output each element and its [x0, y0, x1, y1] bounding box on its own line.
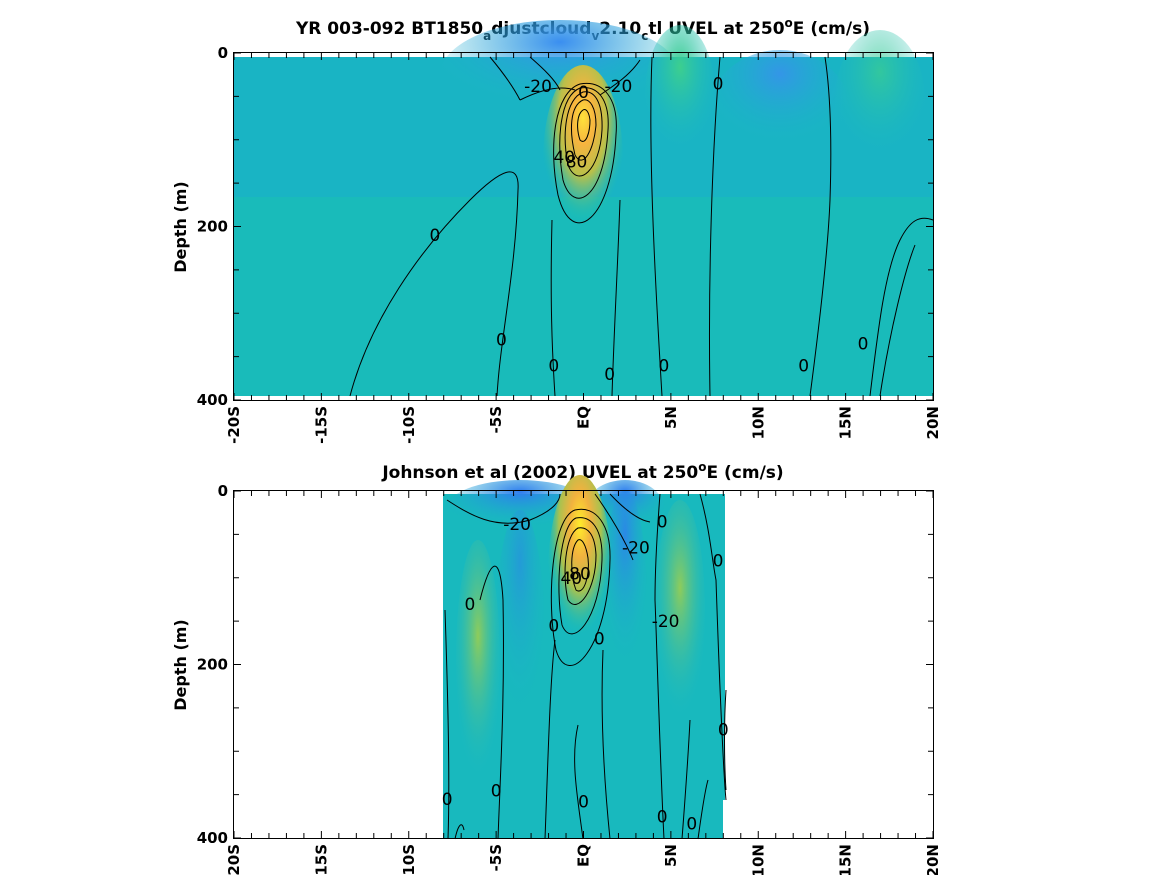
contour-label: -20: [605, 77, 633, 97]
velocity-field: [443, 475, 727, 839]
contour-label: 0: [858, 335, 869, 355]
contour-label: 0: [578, 83, 589, 103]
contour-label: 0: [658, 356, 669, 376]
x-axis-ticks: -20S -15S -10S -5S EQ 5N 10N 15N 20N: [225, 491, 942, 875]
contour-label: 0: [430, 226, 441, 246]
x-tick-label: -20S: [225, 844, 243, 875]
x-tick-label: -20S: [225, 406, 243, 444]
x-tick-label: -5S: [487, 406, 505, 433]
chart-title: Johnson et al (2002) UVEL at 250oE (cm/s…: [381, 460, 783, 483]
y-tick-label: 200: [197, 656, 228, 674]
contour-label: 0: [548, 616, 559, 636]
contour-label: -20: [622, 538, 650, 558]
panel-model: YR 003-092 BT1850adjustcloudv2.10ctl UVE…: [171, 16, 942, 444]
contour-label: 0: [464, 595, 475, 615]
x-tick-label: 20N: [924, 844, 942, 875]
x-tick-label: -15S: [312, 844, 330, 875]
plot-frame: [233, 52, 934, 401]
x-tick-label: 5N: [662, 844, 680, 867]
x-tick-label: EQ: [575, 406, 593, 429]
contour-label: 80: [566, 152, 588, 172]
contour-label: 0: [713, 551, 724, 571]
contour-label: 80: [569, 564, 591, 584]
velocity-field: [234, 20, 933, 396]
x-tick-label: 5N: [662, 406, 680, 429]
contour-label: 0: [713, 74, 724, 94]
x-tick-label: -5S: [487, 844, 505, 871]
y-tick-label: 0: [218, 482, 228, 500]
contour-label: -20: [652, 612, 680, 632]
contour-label: -20: [524, 77, 552, 97]
contour-label: 0: [578, 793, 589, 813]
contour-label: -20: [503, 515, 531, 535]
contour-label: 0: [604, 365, 615, 385]
contour-label: 0: [686, 814, 697, 834]
contour-lines: [349, 56, 934, 397]
contour-label: 0: [548, 356, 559, 376]
plot-frame: [233, 490, 934, 839]
x-tick-label: -15S: [312, 406, 330, 444]
contour-label: 0: [496, 330, 507, 350]
y-tick-label: 400: [197, 829, 228, 847]
panel-observation: Johnson et al (2002) UVEL at 250oE (cm/s…: [171, 460, 942, 875]
contour-label: 0: [798, 356, 809, 376]
x-tick-label: -10S: [400, 844, 418, 875]
x-tick-label: 10N: [749, 844, 767, 875]
x-tick-label: -10S: [400, 406, 418, 444]
contour-label: 0: [657, 512, 668, 532]
x-tick-label: 15N: [837, 406, 855, 439]
x-tick-label: 20N: [924, 406, 942, 439]
contour-label: 40: [560, 569, 582, 589]
y-tick-label: 400: [197, 391, 228, 409]
x-tick-label: 15N: [837, 844, 855, 875]
y-axis-label: Depth (m): [171, 181, 190, 273]
contour-label: 0: [718, 721, 729, 741]
x-axis-ticks: -20S -15S -10S -5S EQ 5N 10N 15N 20N: [225, 53, 942, 444]
contour-label: 0: [491, 781, 502, 801]
contour-label: 0: [594, 629, 605, 649]
x-tick-label: EQ: [575, 844, 593, 867]
contour-label: 0: [442, 790, 453, 810]
contour-label: 0: [657, 807, 668, 827]
x-tick-label: 10N: [749, 406, 767, 439]
y-tick-label: 200: [197, 218, 228, 236]
contour-lines: [444, 493, 727, 840]
contour-label: 40: [553, 148, 575, 168]
y-axis-label: Depth (m): [171, 619, 190, 711]
y-tick-label: 0: [218, 44, 228, 62]
